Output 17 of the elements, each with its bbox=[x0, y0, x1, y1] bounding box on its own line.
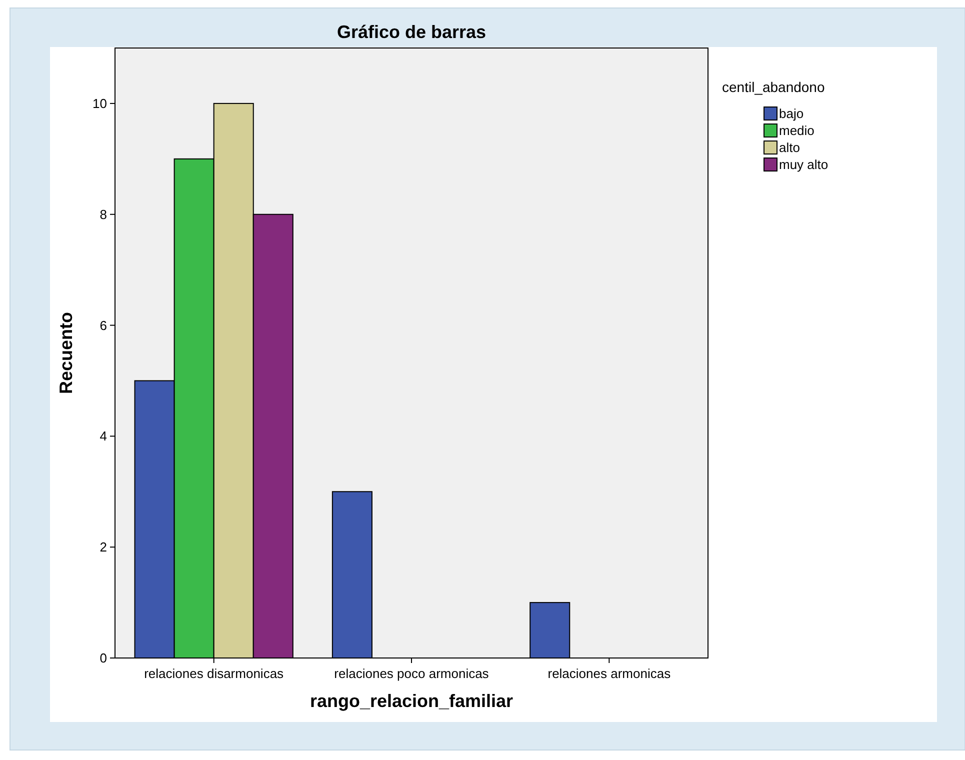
legend-label: medio bbox=[779, 123, 814, 138]
y-tick-label: 10 bbox=[92, 96, 107, 112]
y-tick-label: 0 bbox=[100, 650, 107, 666]
legend-title: centil_abandono bbox=[722, 79, 825, 95]
legend-label: alto bbox=[779, 140, 800, 155]
y-tick-label: 6 bbox=[100, 318, 107, 333]
y-tick-label: 2 bbox=[100, 540, 107, 555]
y-axis-title: Recuento bbox=[56, 312, 76, 394]
x-tick-label: relaciones armonicas bbox=[548, 666, 672, 681]
chart-title: Gráfico de barras bbox=[336, 22, 486, 42]
legend-label: bajo bbox=[779, 106, 804, 121]
legend-label: muy alto bbox=[779, 157, 828, 172]
x-tick-label: relaciones disarmonicas bbox=[144, 666, 284, 681]
y-tick-label: 4 bbox=[100, 428, 107, 444]
x-tick-label: relaciones poco armonicas bbox=[334, 666, 490, 681]
x-axis-title: rango_relacion_familiar bbox=[310, 691, 514, 711]
y-tick-label: 8 bbox=[100, 206, 107, 222]
